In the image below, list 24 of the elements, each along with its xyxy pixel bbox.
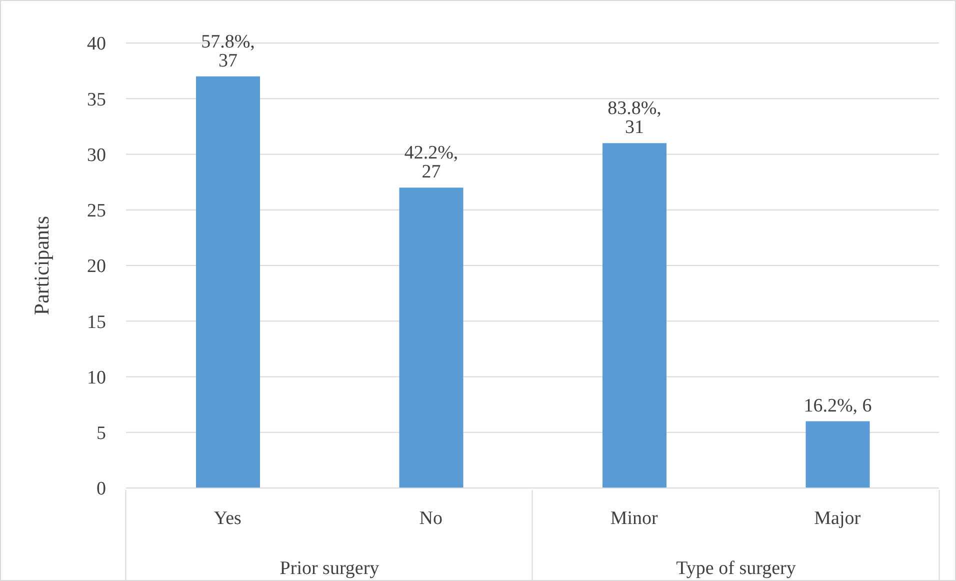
x-tick-label: Minor — [610, 508, 659, 529]
data-label: 42.2%, 27 — [404, 142, 458, 183]
bar — [806, 421, 870, 488]
x-tick-label: Yes — [214, 508, 242, 529]
y-tick-label: 25 — [87, 200, 106, 222]
data-label: 83.8%, 31 — [608, 98, 662, 138]
x-tick-label: Major — [814, 508, 862, 529]
data-label: 57.8%, 37 — [201, 31, 255, 72]
x-tick-label: No — [419, 508, 442, 529]
y-axis-title: Participants — [29, 216, 54, 316]
data-label: 16.2%, 6 — [804, 395, 872, 416]
y-tick-label: 40 — [87, 34, 106, 55]
y-tick-label: 0 — [96, 478, 106, 500]
y-tick-label: 20 — [87, 256, 106, 278]
bar — [399, 188, 464, 488]
text: Prior surgery — [280, 558, 380, 579]
text: Type of surgery — [676, 558, 796, 579]
y-tick-label: 10 — [87, 367, 106, 388]
bar — [602, 143, 666, 488]
y-tick-label: 35 — [87, 89, 106, 110]
y-tick-label: 5 — [96, 423, 106, 444]
bar — [196, 76, 260, 488]
y-tick-label: 15 — [87, 312, 106, 333]
y-tick-label: 30 — [87, 144, 106, 166]
